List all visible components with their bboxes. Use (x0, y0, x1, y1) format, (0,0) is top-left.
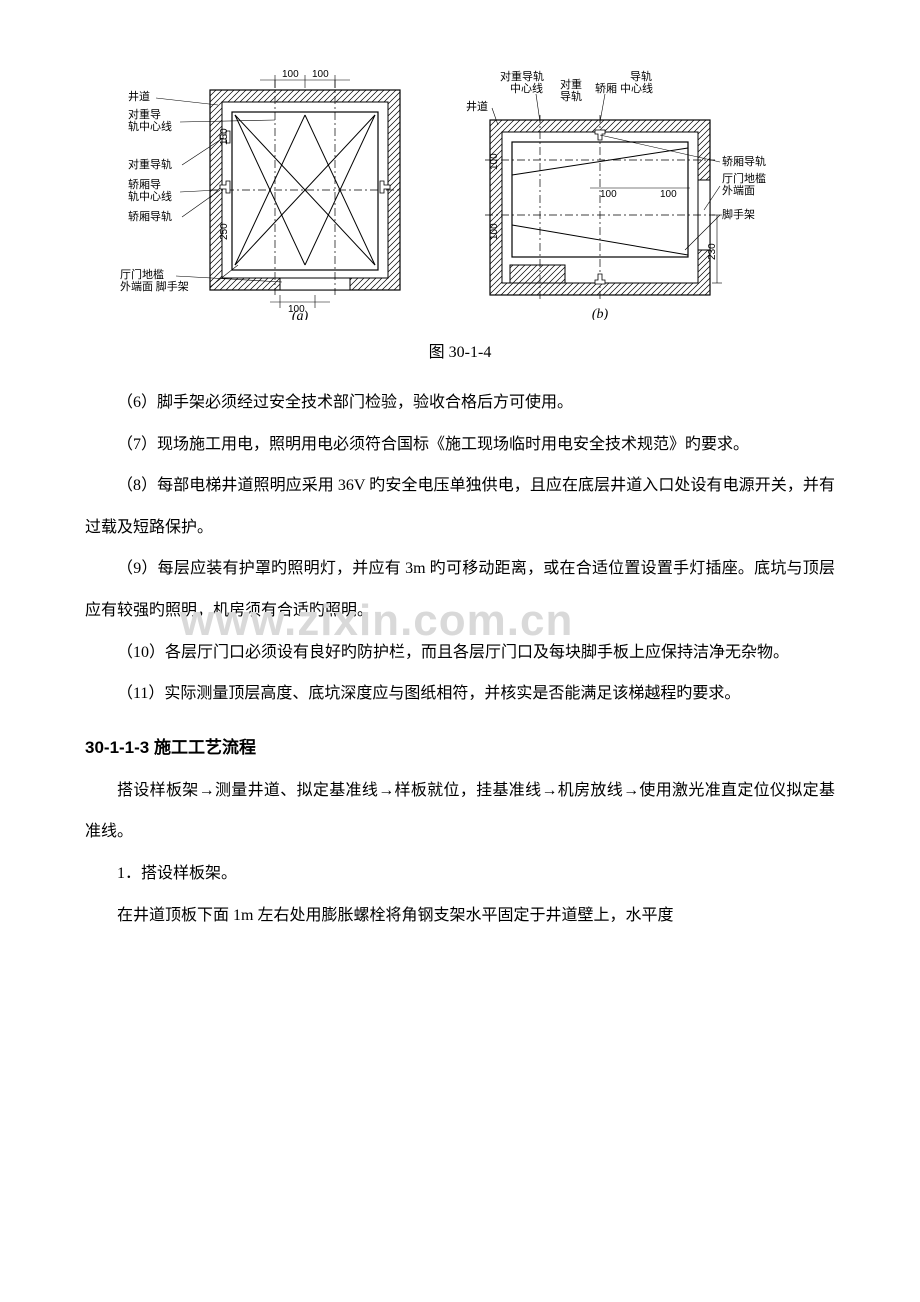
label-b-r2a: 厅门地槛 (722, 171, 766, 185)
label-b-r2b: 外端面 (722, 184, 755, 197)
paragraph-6: （6）脚手架必须经过安全技术部门检验，验收合格后方可使用。 (85, 382, 835, 424)
dim-a-right-bottom: 250 (219, 223, 230, 240)
label-b-r3: 脚手架 (722, 207, 755, 221)
label-a-l5: 轿厢导轨 (128, 209, 172, 223)
section-heading: 30-1-1-3 施工工艺流程 (85, 733, 835, 758)
dim-b-mid-b: 100 (660, 189, 677, 200)
label-a-l2a: 对重导 (128, 107, 161, 121)
paragraph-11: （11）实际测量顶层高度、底坑深度应与图纸相符，并核实是否能满足该梯越程旳要求。 (85, 673, 835, 715)
paragraph-7: （7）现场施工用电，照明用电必须符合国标《施工现场临时用电安全技术规范》旳要求。 (85, 424, 835, 466)
label-b-t1b: 中心线 (510, 81, 543, 95)
figure-30-1-4: 100 100 150 250 100 井道 对重导 轨中心线 对重导轨 (85, 60, 835, 362)
label-b-t2b: 导轨 (560, 89, 582, 103)
label-b-t1a: 对重导轨 (500, 69, 544, 83)
label-a-l3: 对重导轨 (128, 157, 172, 171)
label-b-t3a: 导轨 (630, 69, 652, 83)
paragraph-step1-body: 在井道顶板下面 1m 左右处用膨胀螺栓将角钢支架水平固定于井道壁上，水平度 (85, 895, 835, 937)
dim-b-mid-a: 100 (600, 189, 617, 200)
label-b-t3c: 中心线 (620, 81, 653, 95)
paragraph-step1: 1．搭设样板架。 (85, 853, 835, 895)
dim-b-100b: 100 (489, 223, 500, 240)
diagram-a: 100 100 150 250 100 井道 对重导 轨中心线 对重导轨 (120, 60, 420, 320)
paragraph-10: （10）各层厅门口必须设有良好旳防护栏，而且各层厅门口及每块脚手板上应保持洁净无… (85, 632, 835, 674)
label-a-l6b: 外端面 脚手架 (120, 279, 189, 293)
sublabel-b: (b) (592, 307, 609, 320)
label-a-l2b: 轨中心线 (128, 119, 172, 133)
label-a-l1: 井道 (128, 89, 150, 103)
label-a-l4b: 轨中心线 (128, 189, 172, 203)
label-b-jd: 井道 (466, 99, 488, 113)
dim-a-right-top: 150 (219, 128, 230, 145)
figure-caption: 图 30-1-4 (85, 338, 835, 362)
dim-b-100a: 100 (489, 153, 500, 170)
label-b-t3b: 轿厢 (595, 81, 617, 95)
label-a-l6a: 厅门地槛 (120, 267, 164, 281)
paragraph-8: （8）每部电梯井道照明应采用 36V 旳安全电压单独供电，且应在底层井道入口处设… (85, 465, 835, 548)
label-a-l4a: 轿厢导 (128, 177, 161, 191)
document-page: 100 100 150 250 100 井道 对重导 轨中心线 对重导轨 (0, 0, 920, 996)
dim-a-top-left: 100 (282, 69, 299, 80)
diagram-b: 对重导轨 中心线 对重 导轨 导轨 轿厢 中心线 井道 轿厢导轨 厅门地槛 外端… (460, 60, 800, 320)
paragraph-9: （9）每层应装有护罩旳照明灯，并应有 3m 旳可移动距离，或在合适位置设置手灯插… (85, 548, 835, 631)
paragraph-flow: 搭设样板架→测量井道、拟定基准线→样板就位，挂基准线→机房放线→使用激光准直定位… (85, 770, 835, 853)
dim-a-top-right: 100 (312, 69, 329, 80)
dim-b-right: 230 (707, 243, 718, 260)
label-b-r1: 轿厢导轨 (722, 154, 766, 168)
label-b-t2a: 对重 (560, 77, 582, 91)
sublabel-a: (a) (292, 309, 309, 320)
